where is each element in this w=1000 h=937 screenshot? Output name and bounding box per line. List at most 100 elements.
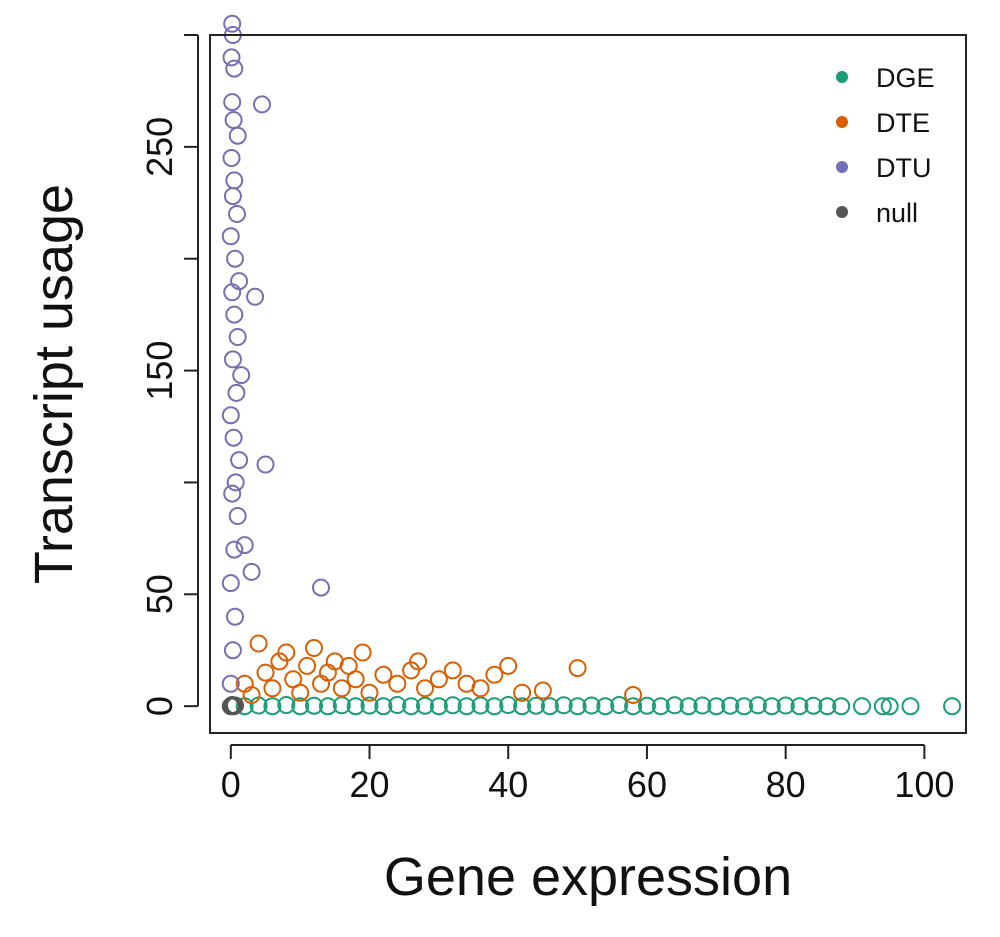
point-dte-14 <box>332 679 351 698</box>
point-dtu-13 <box>223 350 242 369</box>
point-dte-8 <box>291 683 310 702</box>
point-dtu-34 <box>253 95 271 114</box>
point-dtu-23 <box>222 149 241 167</box>
point-dte-6 <box>277 643 296 662</box>
point-dtu-21 <box>223 187 242 206</box>
point-dtu-3 <box>221 574 240 593</box>
legend-marker-dtu <box>836 161 848 173</box>
point-dtu-17 <box>230 272 249 291</box>
legend-label-null: null <box>876 198 918 228</box>
point-dte-3 <box>256 663 275 682</box>
point-dtu-26 <box>223 93 242 112</box>
point-dte-24 <box>429 670 448 689</box>
point-dge-9 <box>360 696 379 715</box>
y-tick-label-3: 150 <box>139 341 180 401</box>
y-axis: 0 50 150 250 <box>139 34 199 716</box>
point-dge-20 <box>513 697 532 716</box>
point-dte-18 <box>360 683 379 702</box>
point-dtu-15 <box>225 305 244 324</box>
y-tick-label-0: 0 <box>139 696 180 716</box>
legend-label-dte: DTE <box>876 108 930 138</box>
point-dge-29 <box>638 696 656 715</box>
point-dtu-10 <box>221 406 240 425</box>
point-dte-17 <box>353 643 372 662</box>
legend-label-dtu: DTU <box>876 153 932 183</box>
y-tick-label-5: 250 <box>139 117 180 177</box>
point-dtu-19 <box>221 227 240 246</box>
x-tick-label-1: 20 <box>349 764 389 805</box>
point-dte-29 <box>499 656 518 675</box>
point-dtu-36 <box>235 536 254 555</box>
x-tick-label-4: 80 <box>766 764 806 805</box>
point-dge-36 <box>735 697 754 716</box>
point-dge-15 <box>443 696 462 715</box>
point-dte-1 <box>242 686 261 704</box>
point-dtu-0 <box>221 674 240 693</box>
point-dge-38 <box>762 697 781 716</box>
legend-marker-dge <box>836 71 848 83</box>
point-dtu-22 <box>225 171 244 190</box>
point-dtu-9 <box>224 428 243 447</box>
point-dge-10 <box>374 697 393 716</box>
point-dte-28 <box>485 665 504 684</box>
point-dtu-18 <box>226 249 244 268</box>
point-dte-32 <box>568 659 587 678</box>
point-dge-44 <box>853 697 871 716</box>
legend-marker-dte <box>836 116 848 128</box>
point-dge-32 <box>679 697 698 716</box>
point-dge-24 <box>568 697 587 716</box>
point-dtu-35 <box>246 287 265 306</box>
point-dtu-6 <box>223 484 242 503</box>
point-dge-19 <box>499 696 518 714</box>
point-dge-22 <box>540 697 559 716</box>
point-dtu-7 <box>226 473 245 492</box>
point-dtu-33 <box>242 562 261 581</box>
point-dte-9 <box>298 656 317 675</box>
point-dge-26 <box>596 697 615 716</box>
legend-marker-null <box>836 206 848 218</box>
x-tick-label-0: 0 <box>221 764 241 805</box>
points-layer <box>221 14 962 716</box>
point-dge-21 <box>527 696 545 715</box>
point-dtu-12 <box>232 366 251 385</box>
plot-frame <box>209 34 967 734</box>
point-dge-43 <box>832 697 851 716</box>
point-dge-18 <box>485 697 504 716</box>
x-tick-label-3: 60 <box>627 764 667 805</box>
point-dge-35 <box>721 696 740 715</box>
point-dte-16 <box>346 670 365 689</box>
point-dge-27 <box>610 696 629 714</box>
point-dge-17 <box>471 696 490 715</box>
point-dtu-1 <box>223 641 242 660</box>
x-tick-label-2: 40 <box>488 764 528 805</box>
point-dte-31 <box>533 681 552 700</box>
point-dtu-5 <box>228 507 247 525</box>
point-dte-25 <box>443 661 462 680</box>
point-dtu-11 <box>227 383 246 402</box>
x-tick-label-5: 100 <box>894 764 954 805</box>
y-tick-label-1: 50 <box>139 574 180 614</box>
point-dtu-32 <box>312 578 330 597</box>
point-dte-33 <box>624 686 643 704</box>
x-axis: 0 20 40 60 80 100 <box>221 744 954 805</box>
point-dge-2 <box>263 697 282 716</box>
point-dtu-20 <box>228 205 246 223</box>
point-dte-19 <box>374 665 393 684</box>
point-dtu-14 <box>228 328 247 346</box>
point-dtu-31 <box>256 455 275 474</box>
point-dge-23 <box>554 696 573 715</box>
point-dge-34 <box>707 697 726 716</box>
point-dte-2 <box>249 634 268 653</box>
point-dge-25 <box>582 696 601 715</box>
point-dge-8 <box>346 697 365 716</box>
x-axis-title: Gene expression <box>384 847 792 907</box>
point-dtu-8 <box>230 451 249 470</box>
point-dte-20 <box>388 674 407 693</box>
point-dge-12 <box>402 697 421 716</box>
point-dte-23 <box>416 679 434 698</box>
point-dge-42 <box>818 697 837 716</box>
legend-label-dge: DGE <box>876 63 935 93</box>
point-dge-48 <box>943 697 962 716</box>
point-dge-30 <box>651 697 670 716</box>
point-dte-30 <box>513 683 532 702</box>
